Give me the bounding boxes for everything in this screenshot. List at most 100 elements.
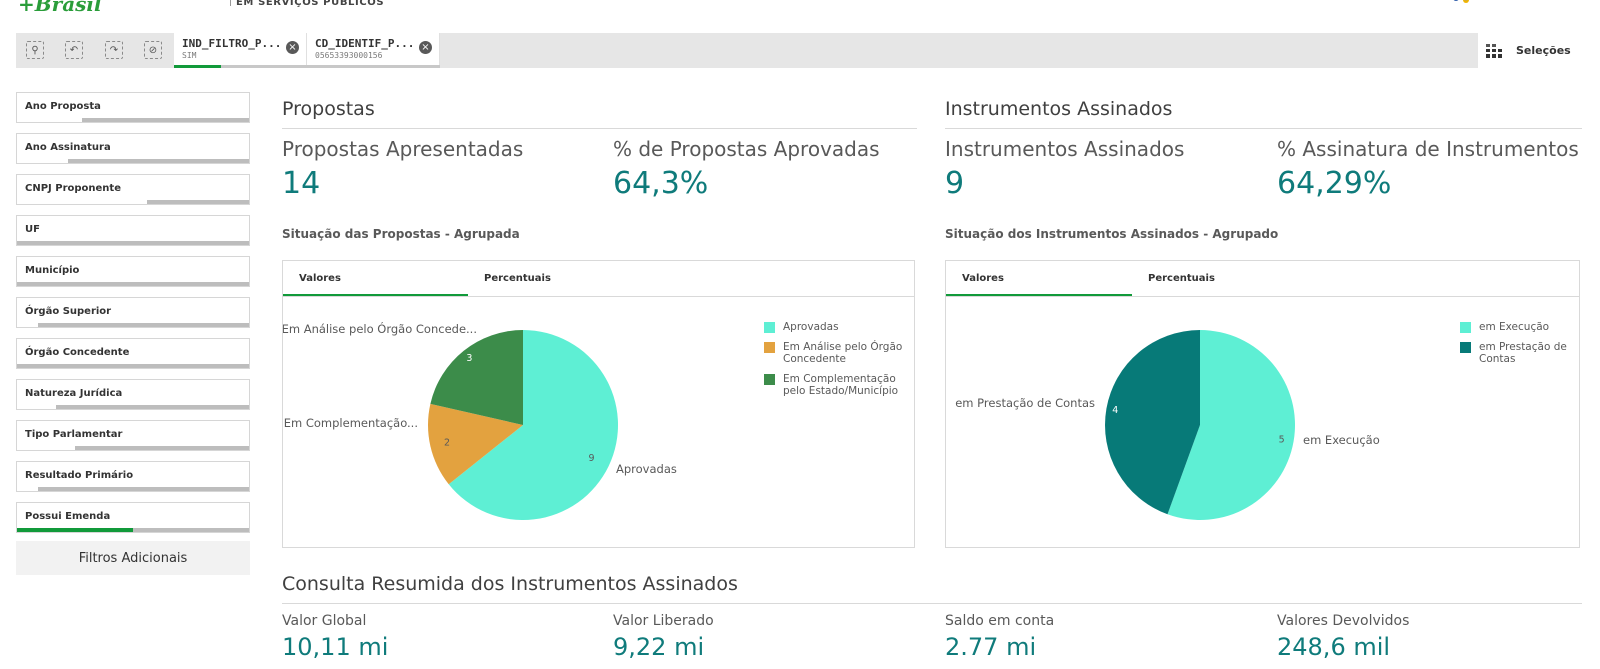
selecoes-button[interactable]: Seleções xyxy=(1478,33,1582,68)
pie-slice[interactable] xyxy=(1167,330,1296,520)
filter-ano-proposta[interactable]: Ano Proposta xyxy=(16,92,250,123)
legend-swatch xyxy=(1460,322,1471,333)
pie-value-label: 5 xyxy=(1279,434,1285,445)
pie-slice[interactable] xyxy=(448,330,619,520)
propostas-divider xyxy=(282,128,917,129)
filter-state-bar xyxy=(17,446,249,450)
brand-logo: +Brasil xyxy=(18,0,102,16)
filter-state-bar xyxy=(17,405,249,409)
valores-devolvidos-label: Valores Devolvidos xyxy=(1277,613,1410,629)
legend-label: Em Complementação pelo Estado/Município xyxy=(783,373,899,397)
chart-legend: Aprovadas Em Análise pelo Órgão Concedent… xyxy=(764,321,909,405)
clear-selections-icon[interactable]: ⊘ xyxy=(144,41,162,59)
legend-swatch xyxy=(764,322,775,333)
instrumentos-title: Instrumentos Assinados xyxy=(945,98,1173,120)
legend-swatch xyxy=(764,342,775,353)
selection-chip-field: IND_FILTRO_P... xyxy=(182,37,282,50)
legend-item[interactable]: Aprovadas xyxy=(764,321,909,333)
filter-orgao-concedente[interactable]: Órgão Concedente xyxy=(16,338,250,369)
kpi-instrumentos-assinados-label: Instrumentos Assinados xyxy=(945,137,1185,161)
pie-chart-propostas[interactable]: 9 Aprovadas 2 Em Análise pelo Órgão Concede… xyxy=(283,298,916,549)
kpi-propostas-aprovadas-label: % de Propostas Aprovadas xyxy=(613,137,880,161)
kpi-propostas-aprovadas-value: 64,3% xyxy=(613,166,709,201)
chart-instrumentos-panel: Valores Percentuais 5 em Execução 4 em Pres… xyxy=(945,260,1580,548)
filter-label: Natureza Jurídica xyxy=(25,388,123,399)
filter-state-bar xyxy=(17,118,249,122)
remove-selection-icon[interactable]: × xyxy=(286,41,299,54)
kpi-propostas-apresentadas-label: Propostas Apresentadas xyxy=(282,137,524,161)
tab-valores[interactable]: Valores xyxy=(299,273,341,284)
selections-grid-icon xyxy=(1486,43,1502,58)
filter-ano-assinatura[interactable]: Ano Assinatura xyxy=(16,133,250,164)
tab-percentuais[interactable]: Percentuais xyxy=(484,273,551,284)
filter-state-bar xyxy=(17,159,249,163)
filter-cnpj-proponente[interactable]: CNPJ Proponente xyxy=(16,174,250,205)
kpi-assinatura-label: % Assinatura de Instrumentos xyxy=(1277,137,1579,161)
summary-divider xyxy=(282,603,1582,604)
filter-municipio[interactable]: Município xyxy=(16,256,250,287)
pie-slice-label: Aprovadas xyxy=(616,462,677,476)
filter-label: Órgão Superior xyxy=(25,306,112,317)
header-subtitle: EM SERVIÇOS PÚBLICOS xyxy=(236,0,385,8)
selection-chip-cd-identif[interactable]: CD_IDENTIF_P... 05653393000156 × xyxy=(307,33,440,68)
filter-label: Resultado Primário xyxy=(25,470,134,481)
filter-label: Município xyxy=(25,265,80,276)
pie-chart-instrumentos[interactable]: 5 em Execução 4 em Prestação de Contas xyxy=(946,298,1581,549)
selection-chip-bar xyxy=(174,65,307,68)
filter-orgao-superior[interactable]: Órgão Superior xyxy=(16,297,250,328)
valor-global-value: 10,11 mi xyxy=(282,633,389,661)
partner-logo-icon xyxy=(1453,0,1469,3)
filter-label: Órgão Concedente xyxy=(25,347,130,358)
legend-label: Aprovadas xyxy=(783,321,839,333)
pie-value-label: 9 xyxy=(588,453,594,464)
selection-chip-ind-filtro[interactable]: IND_FILTRO_P... SIM × xyxy=(174,33,307,68)
pie-value-label: 4 xyxy=(1112,405,1118,416)
chart-instrumentos-title: Situação dos Instrumentos Assinados - Ag… xyxy=(945,227,1279,241)
filtros-adicionais-button[interactable]: Filtros Adicionais xyxy=(16,541,250,575)
chart-propostas-panel: Valores Percentuais 9 Aprovadas 2 Em Anális… xyxy=(282,260,915,548)
pie-slice[interactable] xyxy=(430,330,523,425)
legend-item[interactable]: em Execução xyxy=(1460,321,1575,333)
selection-toolbar: ⚲ ↶ ↷ ⊘ IND_FILTRO_P... SIM × CD_IDENTIF… xyxy=(16,33,1582,68)
pie-slice[interactable] xyxy=(1105,330,1200,515)
legend-item[interactable]: em Prestação de Contas xyxy=(1460,341,1575,365)
remove-selection-icon[interactable]: × xyxy=(419,41,432,54)
valores-devolvidos-value: 248,6 mil xyxy=(1277,633,1391,661)
selection-chip-field: CD_IDENTIF_P... xyxy=(315,37,415,50)
filter-label: Tipo Parlamentar xyxy=(25,429,123,440)
kpi-assinatura-value: 64,29% xyxy=(1277,166,1392,201)
legend-label: em Prestação de Contas xyxy=(1479,341,1567,365)
filter-resultado-primario[interactable]: Resultado Primário xyxy=(16,461,250,492)
filter-possui-emenda[interactable]: Possui Emenda xyxy=(16,502,250,533)
filter-natureza-juridica[interactable]: Natureza Jurídica xyxy=(16,379,250,410)
summary-title: Consulta Resumida dos Instrumentos Assin… xyxy=(282,573,738,595)
filter-state-bar xyxy=(17,282,249,286)
chart-propostas-title: Situação das Propostas - Agrupada xyxy=(282,227,520,241)
filter-tipo-parlamentar[interactable]: Tipo Parlamentar xyxy=(16,420,250,451)
kpi-propostas-apresentadas-value: 14 xyxy=(282,166,321,201)
filter-uf[interactable]: UF xyxy=(16,215,250,246)
saldo-conta-value: 2.77 mi xyxy=(945,633,1037,661)
tab-valores[interactable]: Valores xyxy=(962,273,1004,284)
legend-item[interactable]: Em Complementação pelo Estado/Município xyxy=(764,373,909,397)
legend-item[interactable]: Em Análise pelo Órgão Concedente xyxy=(764,341,909,365)
propostas-title: Propostas xyxy=(282,98,375,120)
pie-slice[interactable] xyxy=(427,403,523,485)
active-tab-indicator xyxy=(946,294,1132,296)
filter-label: CNPJ Proponente xyxy=(25,183,121,194)
filter-state-bar xyxy=(17,200,249,204)
filter-label: Ano Assinatura xyxy=(25,142,111,153)
step-forward-icon[interactable]: ↷ xyxy=(105,41,123,59)
filter-label: Possui Emenda xyxy=(25,511,111,522)
valor-liberado-value: 9,22 mi xyxy=(613,633,705,661)
selection-chip-value: SIM xyxy=(182,51,197,60)
legend-swatch xyxy=(764,374,775,385)
smart-search-icon[interactable]: ⚲ xyxy=(26,41,44,59)
tab-percentuais[interactable]: Percentuais xyxy=(1148,273,1215,284)
chart-tabs: Valores Percentuais xyxy=(283,261,914,297)
filter-state-bar xyxy=(17,241,249,245)
step-back-icon[interactable]: ↶ xyxy=(65,41,83,59)
filter-state-bar xyxy=(17,487,249,491)
filter-state-bar xyxy=(17,323,249,327)
